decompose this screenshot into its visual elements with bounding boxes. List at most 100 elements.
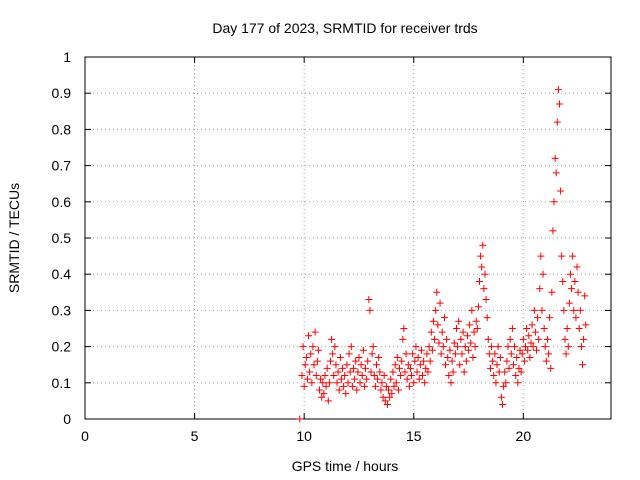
data-point — [356, 379, 364, 387]
y-tick-label: 0.9 — [52, 85, 72, 101]
y-tick-label: 0.8 — [52, 121, 72, 137]
data-point — [362, 364, 370, 372]
data-point — [436, 299, 444, 307]
data-point — [486, 364, 494, 372]
data-point — [376, 368, 384, 376]
data-point — [553, 118, 561, 126]
data-point — [460, 368, 468, 376]
y-tick-label: 0.2 — [52, 339, 72, 355]
data-point — [330, 372, 338, 380]
data-point — [310, 361, 318, 369]
data-point — [379, 393, 387, 401]
data-point — [570, 306, 578, 314]
data-point — [312, 372, 320, 380]
data-point — [340, 382, 348, 390]
data-point — [326, 357, 334, 365]
data-point — [502, 379, 510, 387]
data-points — [296, 86, 590, 423]
data-point — [402, 350, 410, 358]
data-point — [332, 361, 340, 369]
data-point — [324, 397, 332, 405]
data-point — [565, 299, 573, 307]
data-point — [359, 346, 367, 354]
data-point — [514, 379, 522, 387]
data-point — [355, 353, 363, 361]
data-point — [508, 325, 516, 332]
data-point — [469, 353, 477, 361]
data-point — [577, 343, 585, 351]
data-point — [554, 86, 562, 94]
data-point — [352, 357, 360, 365]
data-point — [399, 335, 407, 343]
data-point — [396, 364, 404, 372]
data-point — [413, 368, 421, 376]
x-tick-label: 15 — [406, 428, 422, 444]
data-point — [331, 343, 339, 351]
y-axis: 0 0.1 0.2 0.3 0.4 0.5 0.6 0.7 0.8 0.9 1 — [52, 49, 611, 427]
data-point — [317, 375, 325, 383]
data-point — [572, 314, 580, 322]
data-point — [397, 372, 405, 380]
data-point — [405, 382, 413, 390]
data-point — [423, 350, 431, 358]
data-point — [382, 382, 390, 390]
data-point — [490, 372, 498, 380]
data-point — [527, 339, 535, 347]
data-point — [476, 277, 483, 285]
data-point — [581, 292, 589, 300]
data-point — [444, 353, 452, 361]
data-point — [421, 379, 429, 387]
data-point — [403, 375, 411, 383]
data-point — [489, 357, 497, 365]
grid-lines — [85, 57, 611, 419]
data-point — [313, 357, 321, 365]
data-point — [461, 343, 469, 351]
data-point — [316, 386, 324, 394]
data-point — [428, 346, 436, 354]
data-point — [459, 328, 467, 336]
data-point — [549, 227, 557, 235]
data-point — [509, 361, 517, 369]
data-point — [575, 325, 583, 332]
data-point — [452, 325, 460, 332]
data-point — [406, 364, 414, 372]
data-point — [507, 350, 515, 358]
data-point — [341, 372, 349, 380]
y-axis-label: SRMTID / TECUs — [6, 183, 22, 293]
data-point — [322, 382, 330, 390]
data-point — [429, 317, 437, 325]
data-point — [325, 379, 333, 387]
data-point — [391, 361, 399, 369]
data-point — [344, 379, 352, 387]
data-point — [342, 390, 350, 398]
data-point — [445, 372, 453, 380]
data-point — [358, 372, 366, 380]
data-point — [524, 346, 532, 354]
data-point — [388, 390, 396, 398]
y-tick-label: 0.1 — [52, 375, 72, 391]
data-point — [530, 306, 538, 314]
data-point — [336, 353, 344, 361]
data-point — [522, 343, 530, 351]
data-point — [555, 100, 563, 108]
data-point — [335, 386, 343, 394]
data-point — [472, 317, 480, 325]
data-point — [538, 306, 546, 314]
data-point — [519, 335, 527, 343]
data-point — [349, 364, 357, 372]
data-point — [552, 169, 560, 177]
data-point — [354, 368, 362, 376]
data-point — [503, 357, 511, 365]
data-point — [439, 343, 447, 351]
data-point — [491, 350, 499, 358]
chart-title: Day 177 of 2023, SRMTID for receiver trd… — [212, 20, 477, 36]
data-point — [368, 350, 376, 358]
y-tick-label: 0.3 — [52, 302, 72, 318]
data-point — [477, 252, 485, 260]
data-point — [411, 357, 419, 365]
data-point — [446, 346, 454, 354]
data-point — [425, 343, 433, 351]
data-point — [296, 415, 304, 423]
data-point — [449, 368, 457, 376]
data-point — [408, 372, 416, 380]
